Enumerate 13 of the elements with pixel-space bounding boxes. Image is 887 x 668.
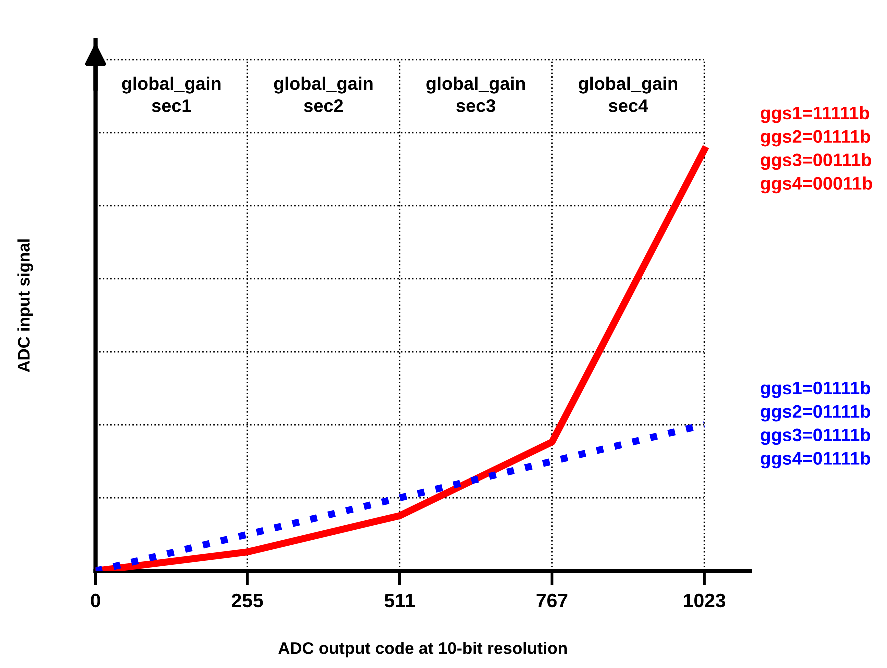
- x-tick-label: 0: [91, 594, 100, 608]
- x-tick-label: 511: [384, 594, 416, 608]
- text: global_gain sec1: [122, 76, 221, 112]
- text: global_gain sec4: [578, 76, 678, 112]
- x-tick-label: 1023: [684, 594, 726, 608]
- text: ggs1=01111b ggs2=01111b ggs3=01111b ggs4=01111b: [760, 381, 870, 469]
- text: global_gain sec3: [426, 76, 526, 112]
- x-axis-title: ADC output code at 10-bit resolution: [278, 642, 567, 658]
- x-tick-label: 255: [232, 594, 264, 608]
- text: global_gain sec2: [274, 76, 373, 112]
- x-tick-label: 767: [536, 594, 568, 608]
- y-axis-title: ADC input signal: [18, 240, 34, 372]
- text: ggs1=11111b ggs2=01111b ggs3=00111b ggs4=00011b: [760, 106, 872, 194]
